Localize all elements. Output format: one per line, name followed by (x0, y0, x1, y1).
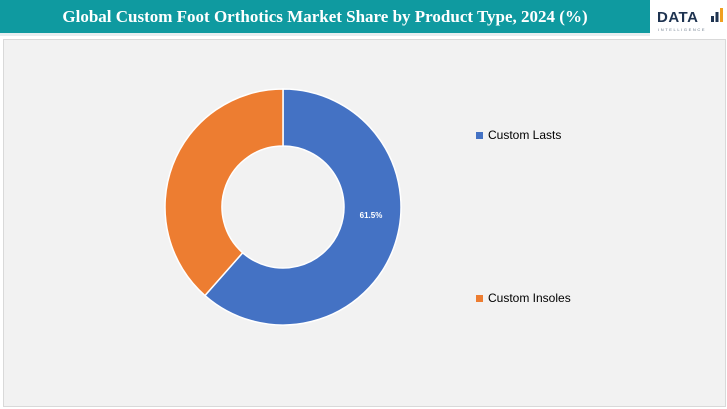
legend-swatch-custom-lasts (476, 131, 483, 139)
donut-chart: 61.5% (164, 88, 402, 326)
legend-item-custom-lasts: Custom Lasts (476, 128, 561, 142)
brand-logo: DATA INTELLIGENCE (650, 0, 727, 38)
logo-wordmark: DATA (657, 9, 699, 26)
legend-label-custom-lasts: Custom Lasts (488, 128, 562, 142)
slice-custom-insoles (164, 88, 284, 297)
legend-item-custom-insoles: Custom Insoles (476, 291, 571, 305)
logo-tagline: INTELLIGENCE (658, 27, 707, 32)
title-divider (0, 33, 650, 36)
chart-title: Global Custom Foot Orthotics Market Shar… (62, 6, 588, 26)
plot-area: 61.5% Custom Lasts Custom Insoles (3, 39, 726, 407)
bar-chart-icon (711, 8, 723, 22)
data-label-custom-lasts: 61.5% (360, 211, 383, 220)
legend-label-custom-insoles: Custom Insoles (488, 291, 571, 305)
slice-custom-lasts (203, 88, 402, 326)
chart-title-bar: Global Custom Foot Orthotics Market Shar… (0, 0, 650, 33)
legend-swatch-custom-insoles (476, 294, 483, 302)
